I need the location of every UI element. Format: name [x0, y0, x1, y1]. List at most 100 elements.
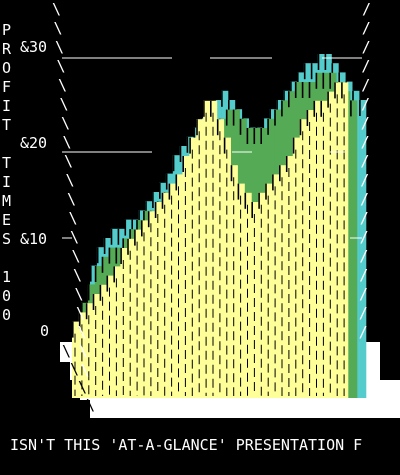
bar-s0-7 [113, 266, 121, 398]
bar-edge-s0-27 [251, 202, 253, 218]
bar-edge-s2-14 [179, 146, 182, 162]
bar-edge-s2-12 [165, 173, 168, 190]
frame-slash-left-2: \ [55, 38, 64, 56]
bar-s0-2 [78, 312, 87, 398]
bar-edge-s2-36 [331, 63, 334, 80]
frame-slash-left-1: \ [54, 19, 63, 37]
bar-edge-s2-27 [269, 109, 271, 126]
frame-slash-left-15: \ [75, 285, 84, 303]
bar-s0-38 [327, 91, 335, 398]
bar-edge-s2-21 [228, 100, 230, 116]
frame-slash-left-14: \ [73, 266, 82, 284]
bar-edge-s0-40 [341, 82, 343, 99]
bar-edge-s0-29 [265, 183, 267, 200]
bar-edge-s1-23 [232, 109, 235, 126]
frame-slash-left-16: \ [76, 304, 85, 322]
frame-slash-right-17: / [359, 323, 368, 341]
bar-s0-11 [141, 220, 149, 398]
bar-edge-s0-14 [161, 192, 164, 209]
bar-s0-6 [106, 275, 114, 398]
base-slash-1: \ [70, 360, 79, 378]
bar-edge-s2-26 [262, 118, 265, 135]
bar-edge-s2-33 [310, 63, 313, 80]
frame-slash-left-0: \ [52, 0, 61, 18]
bar-edge-s0-9 [127, 238, 129, 255]
ylabel-letter-9: M [2, 192, 11, 210]
bar-edge-s2-15 [186, 136, 189, 153]
bar-edge-s2-6 [124, 219, 127, 236]
bar-edge-s2-29 [283, 90, 285, 107]
bar-edge-s2-1 [90, 265, 92, 282]
bar-edge-s0-5 [99, 284, 102, 301]
ylabel-letter-0: P [2, 21, 11, 39]
bar-edge-s2-30 [290, 81, 292, 98]
bar-edge-s2-3 [103, 238, 106, 254]
bar-edge-s0-18 [189, 137, 191, 154]
bar-edge-s0-13 [154, 202, 157, 218]
bar-edge-s1-28 [267, 118, 269, 135]
bar-edge-s0-16 [175, 174, 178, 191]
bar-edge-s1-35 [315, 72, 318, 89]
bar-edge-s0-12 [147, 211, 150, 228]
bar-edge-s2-16 [193, 127, 196, 144]
bar-edge-s2-11 [159, 182, 161, 199]
bar-edge-s1-29 [274, 109, 276, 126]
bar-s0-10 [134, 229, 142, 398]
chart-bars-layer [72, 54, 367, 399]
bar-edge-s1-34 [308, 82, 311, 98]
base-slash-3: \ [86, 396, 95, 414]
bar-s0-8 [120, 248, 128, 398]
bar-edge-s0-15 [168, 183, 171, 200]
bar-edge-s2-4 [110, 228, 113, 245]
frame-slash-right-13: / [359, 247, 368, 265]
bar-s0-1 [72, 321, 80, 398]
bar-edge-s0-7 [113, 266, 115, 283]
ylabel-letter-8: I [2, 173, 11, 191]
bar-edge-s1-31 [288, 91, 290, 108]
bar-edge-s0-34 [299, 119, 302, 136]
bar-s2-40 [359, 100, 367, 398]
ylabel-letter-7: T [2, 154, 11, 172]
bar-edge-s0-1 [72, 321, 74, 338]
frame-slash-right-0: / [362, 0, 371, 18]
bar-edge-s1-2 [87, 284, 90, 301]
y-axis-ticks: 0&10&20&30 [20, 38, 49, 340]
bar-s0-5 [99, 284, 107, 398]
bar-s0-20 [203, 100, 211, 399]
bar-edge-s0-8 [120, 248, 122, 264]
bar-s0-31 [279, 165, 287, 398]
frame-slash-left-9: \ [66, 171, 75, 189]
frame-slash-left-6: \ [61, 114, 70, 132]
bar-s0-33 [292, 137, 300, 398]
bar-s0-15 [168, 183, 176, 398]
ylabel-letter-2: O [2, 59, 11, 77]
y-tick-label-20: &20 [20, 134, 47, 152]
bar-edge-s0-25 [237, 183, 240, 200]
frame-slash-right-15: / [359, 285, 368, 303]
bar-s0-26 [244, 192, 252, 398]
bar-edge-s0-23 [223, 137, 226, 154]
bar-edge-s0-28 [258, 192, 260, 209]
bar-edge-s0-32 [285, 156, 288, 172]
bar-edge-s0-38 [327, 91, 329, 108]
ylabel-letter-4: I [2, 97, 11, 115]
bar-s0-19 [196, 119, 204, 398]
bar-edge-s2-2 [96, 247, 99, 264]
bar-edge-s1-40 [350, 100, 352, 117]
bar-edge-s2-7 [131, 219, 133, 236]
bar-edge-s0-30 [272, 174, 274, 191]
bar-edge-s1-8 [129, 229, 131, 246]
bar-edge-s0-39 [334, 82, 336, 99]
frame-slash-right-9: / [360, 171, 369, 189]
ylabel-letter-3: F [2, 78, 11, 96]
bar-s0-28 [258, 192, 266, 398]
bar-edge-s0-22 [216, 119, 219, 136]
frame-slash-right-16: / [359, 304, 368, 322]
bar-edge-s0-35 [306, 110, 309, 126]
bar-edge-s1-25 [246, 128, 249, 144]
frame-slash-left-5: \ [60, 95, 69, 113]
bar-s0-12 [147, 211, 156, 398]
bar-edge-s1-9 [136, 220, 138, 236]
